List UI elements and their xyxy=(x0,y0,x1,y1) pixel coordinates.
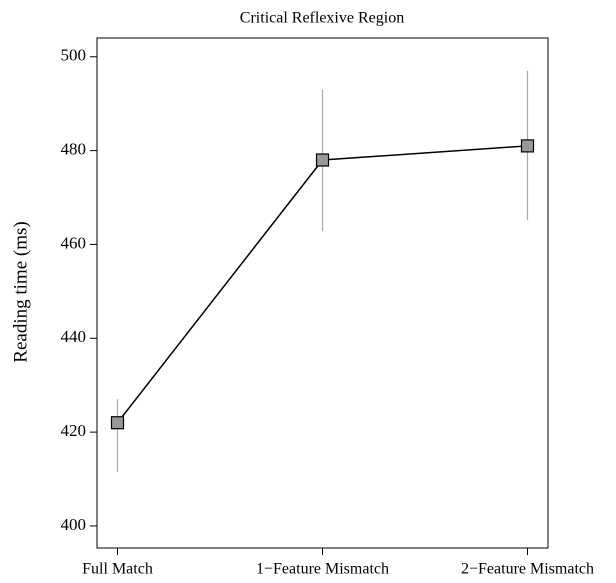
x-tick-label: 2−Feature Mismatch xyxy=(461,561,594,578)
marker xyxy=(110,416,125,430)
y-tick-label: 400 xyxy=(61,515,87,534)
y-tick-label: 500 xyxy=(61,46,87,65)
x-tick-label: 1−Feature Mismatch xyxy=(256,561,389,578)
y-tick-label: 440 xyxy=(61,327,87,346)
y-tick-label: 420 xyxy=(61,421,87,440)
marker xyxy=(315,153,330,167)
y-tick-label: 480 xyxy=(61,140,87,159)
y-axis-label: Reading time (ms) xyxy=(10,221,31,362)
y-tick-label: 460 xyxy=(61,233,87,252)
x-tick-label: Full Match xyxy=(82,561,153,578)
chart-title: Critical Reflexive Region xyxy=(240,10,404,27)
marker xyxy=(520,139,535,153)
